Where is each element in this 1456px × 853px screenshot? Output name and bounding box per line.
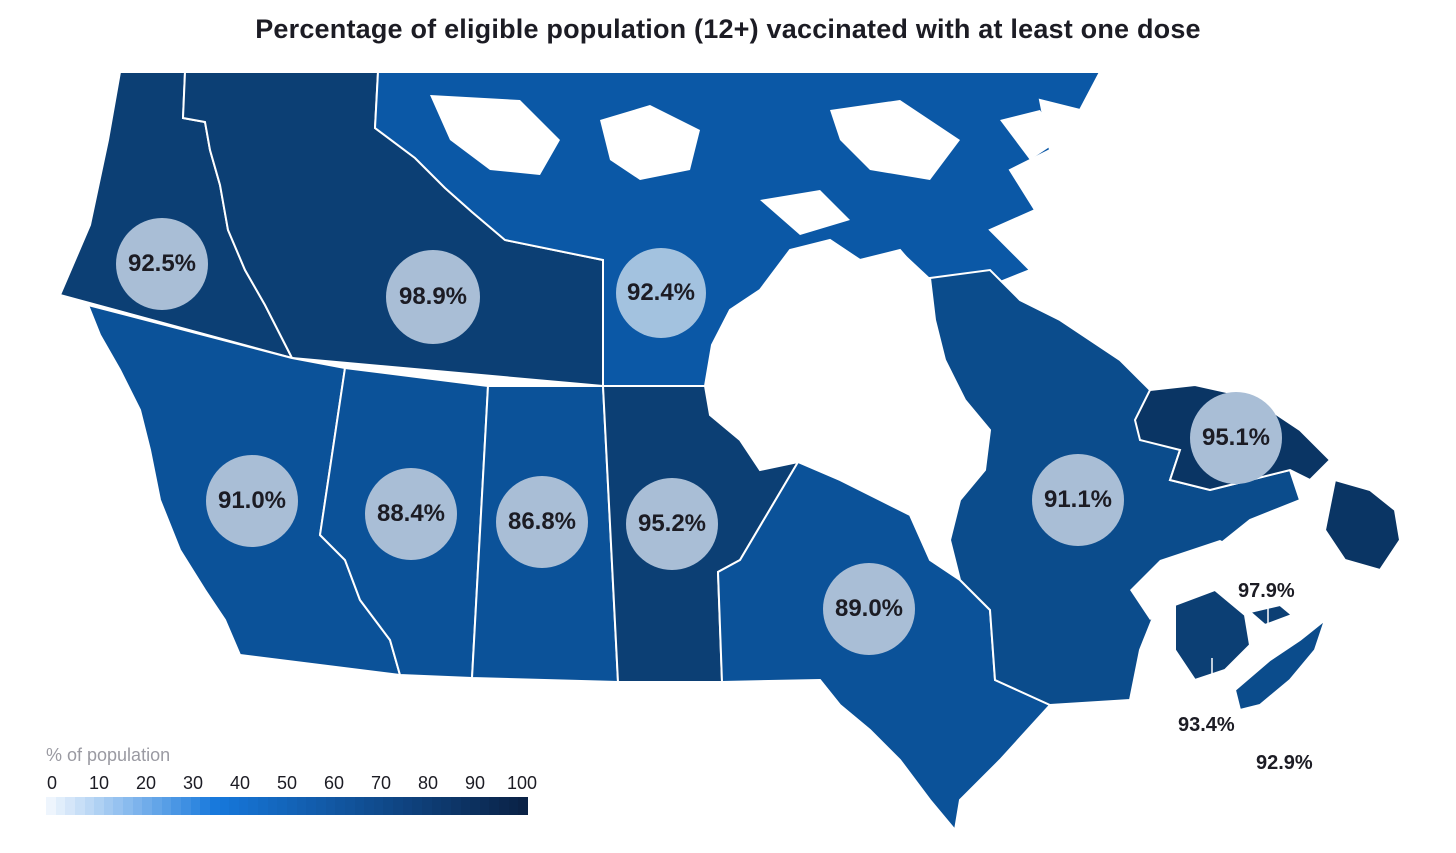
value-saskatchewan: 86.8% (507, 508, 577, 535)
legend-swatch (152, 797, 162, 815)
legend-swatch (383, 797, 394, 815)
legend-tick-20: 20 (135, 773, 157, 793)
map-title: Percentage of eligible population (12+) … (255, 14, 1201, 44)
legend-swatch (200, 797, 210, 815)
legend-tick-90: 90 (464, 773, 486, 793)
region-new-brunswick[interactable] (1174, 588, 1252, 682)
legend-ticks: 0 10 20 30 40 50 60 70 80 90 100 (46, 773, 538, 795)
legend-tick-80: 80 (417, 773, 439, 793)
value-ontario: 89.0% (834, 595, 904, 622)
value-nunavut: 92.4% (626, 279, 696, 306)
gulf-st-lawrence (1130, 540, 1310, 620)
legend-swatch (180, 797, 191, 815)
legend-swatch (258, 797, 268, 815)
bubble-ontario[interactable]: 89.0% (823, 563, 915, 655)
legend-tick-0: 0 (46, 773, 58, 793)
bubble-nunavut[interactable]: 92.4% (616, 248, 706, 338)
hudson-bay (710, 240, 990, 580)
legend-swatch (450, 797, 461, 815)
legend-title: % of population (46, 745, 171, 765)
legend-swatch (373, 797, 384, 815)
value-prince-edward-island: 97.9% (1238, 580, 1295, 602)
legend-swatch (94, 797, 104, 815)
value-newfoundland-labrador: 95.1% (1201, 424, 1271, 451)
legend-swatch (344, 797, 355, 815)
legend-swatch (489, 797, 500, 815)
legend-swatch (354, 797, 365, 815)
bubble-british-columbia[interactable]: 91.0% (206, 455, 298, 547)
legend-swatch (470, 797, 480, 815)
legend-tick-30: 30 (182, 773, 204, 793)
bubble-northwest-territories[interactable]: 98.9% (386, 250, 480, 344)
legend-tick-10: 10 (88, 773, 110, 793)
legend-tick-100: 100 (506, 773, 538, 793)
legend-swatch (209, 797, 220, 815)
legend-swatch (132, 797, 143, 815)
legend-swatch (113, 797, 124, 815)
region-nova-scotia[interactable] (1233, 617, 1328, 712)
legend-swatch (499, 797, 509, 815)
legend-tick-70: 70 (370, 773, 392, 793)
value-british-columbia: 91.0% (217, 487, 287, 514)
legend-swatch (431, 797, 442, 815)
legend-swatch (306, 797, 316, 815)
bubble-saskatchewan[interactable]: 86.8% (496, 476, 588, 568)
legend-tick-50: 50 (276, 773, 298, 793)
value-quebec: 91.1% (1043, 486, 1113, 513)
legend-tick-60: 60 (323, 773, 345, 793)
bubble-manitoba[interactable]: 95.2% (626, 478, 718, 570)
legend-swatch (142, 797, 153, 815)
legend-swatch (364, 797, 374, 815)
legend-swatch (325, 797, 336, 815)
bubble-newfoundland-labrador[interactable]: 95.1% (1190, 392, 1282, 484)
value-nova-scotia: 92.9% (1256, 752, 1313, 774)
legend-swatch (123, 797, 133, 815)
legend-swatch (65, 797, 75, 815)
legend-swatch (335, 797, 345, 815)
legend-swatch (238, 797, 249, 815)
legend-swatch (508, 797, 519, 815)
legend-swatch (277, 797, 288, 815)
legend-color-bar (46, 797, 529, 815)
legend-swatch (84, 797, 95, 815)
label-nova-scotia[interactable]: 92.9% (1256, 752, 1313, 775)
legend-swatch (74, 797, 85, 815)
legend-swatch (402, 797, 413, 815)
legend-swatch (248, 797, 259, 815)
legend-swatch (479, 797, 490, 815)
legend-swatch (46, 797, 56, 815)
label-prince-edward-island[interactable]: 97.9% (1238, 580, 1295, 603)
legend-tick-40: 40 (229, 773, 251, 793)
legend-swatch (171, 797, 181, 815)
legend-swatch (315, 797, 326, 815)
legend-swatch (190, 797, 201, 815)
legend-swatch (229, 797, 239, 815)
legend-swatch (393, 797, 403, 815)
bubble-quebec[interactable]: 91.1% (1032, 454, 1124, 546)
legend-swatch (161, 797, 172, 815)
bubble-yukon[interactable]: 92.5% (116, 218, 208, 310)
legend-swatch (103, 797, 114, 815)
value-alberta: 88.4% (376, 500, 446, 527)
legend-swatch (296, 797, 307, 815)
legend-swatch (441, 797, 451, 815)
value-yukon: 92.5% (127, 250, 197, 277)
legend-swatch (55, 797, 66, 815)
legend-swatch (219, 797, 230, 815)
arctic-water (430, 95, 1060, 235)
value-new-brunswick: 93.4% (1178, 714, 1235, 736)
legend: % of population 0 10 20 30 40 50 60 70 80 90 100 (46, 745, 546, 825)
legend-swatch (460, 797, 471, 815)
legend-swatch (267, 797, 278, 815)
label-new-brunswick[interactable]: 93.4% (1178, 714, 1235, 737)
value-northwest-territories: 98.9% (398, 283, 468, 310)
legend-swatch (518, 797, 529, 815)
legend-swatch (412, 797, 422, 815)
legend-swatch (421, 797, 432, 815)
bubble-alberta[interactable]: 88.4% (365, 468, 457, 560)
legend-swatch (287, 797, 297, 815)
value-manitoba: 95.2% (637, 510, 707, 537)
